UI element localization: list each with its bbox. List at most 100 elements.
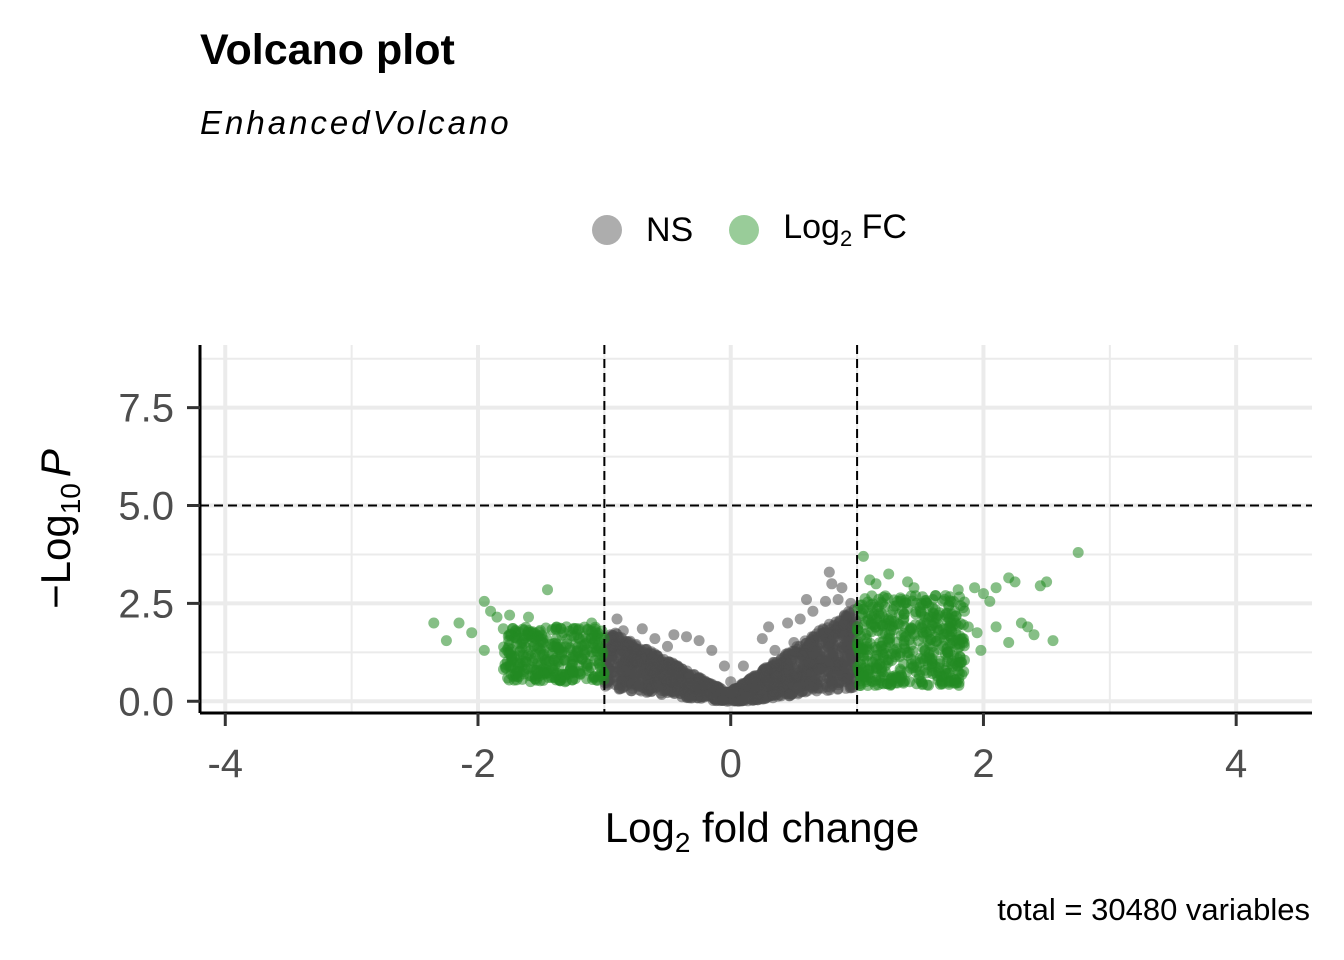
data-point <box>624 637 636 648</box>
data-point <box>725 676 737 688</box>
data-point <box>836 582 848 594</box>
data-point <box>959 654 970 666</box>
data-point <box>945 658 957 669</box>
data-point <box>780 674 792 686</box>
data-point <box>839 609 850 621</box>
data-point <box>478 595 490 607</box>
x-axis-title: Log2 fold change <box>605 804 920 858</box>
data-point <box>875 674 887 686</box>
data-point <box>840 682 852 694</box>
data-point <box>895 594 907 605</box>
data-point <box>625 669 636 681</box>
data-point <box>569 650 581 662</box>
data-point <box>984 595 996 607</box>
data-point <box>668 629 680 641</box>
data-point <box>611 613 623 625</box>
data-point <box>784 690 796 702</box>
data-point <box>428 617 440 629</box>
data-point <box>1028 629 1040 641</box>
data-point <box>794 679 806 691</box>
data-point <box>636 623 648 635</box>
data-point <box>548 654 560 666</box>
legend-log2fc-swatch <box>729 214 760 245</box>
data-point <box>943 677 955 688</box>
data-point <box>926 619 938 631</box>
data-point <box>617 625 629 637</box>
y-tick-label: 2.5 <box>118 582 174 626</box>
data-point <box>832 594 844 605</box>
data-point <box>518 624 530 636</box>
data-point <box>929 590 941 602</box>
data-point <box>801 594 812 605</box>
data-point <box>683 670 695 681</box>
x-tick-label: 0 <box>720 742 742 786</box>
chart-subtitle: EnhancedVolcano <box>200 104 512 141</box>
data-point <box>829 666 841 678</box>
data-point <box>593 658 605 670</box>
data-point <box>978 588 989 600</box>
legend-item-ns: NS <box>592 211 693 250</box>
data-point <box>940 590 951 602</box>
data-point <box>537 633 549 645</box>
data-point <box>805 681 817 693</box>
data-point <box>667 669 679 681</box>
data-point <box>737 660 749 672</box>
data-point <box>769 644 781 656</box>
data-point <box>952 584 964 596</box>
data-point <box>636 667 648 679</box>
data-point <box>917 642 929 654</box>
data-point <box>542 584 553 596</box>
data-point <box>505 656 517 668</box>
data-point <box>788 637 800 648</box>
axes: -4 -2 0 2 4 0.0 2.5 5.0 7.5 <box>118 345 1312 786</box>
data-point <box>758 669 770 681</box>
data-point <box>596 625 608 637</box>
data-point <box>614 649 626 661</box>
grid-layer <box>200 345 1312 713</box>
data-point <box>609 665 621 677</box>
data-point <box>1009 576 1021 588</box>
data-point <box>934 678 946 690</box>
data-point <box>902 649 913 661</box>
data-point <box>857 550 869 562</box>
data-point <box>798 660 809 672</box>
data-point <box>662 640 673 652</box>
data-point <box>838 639 850 651</box>
chart-title: Volcano plot <box>200 26 455 74</box>
x-tick-label: -4 <box>207 742 243 786</box>
data-point <box>1047 635 1059 647</box>
data-point <box>908 582 920 594</box>
data-point <box>870 662 882 674</box>
data-point <box>693 635 705 647</box>
data-point <box>843 654 855 666</box>
data-point <box>681 631 692 643</box>
data-point <box>718 660 730 672</box>
data-point <box>586 617 598 629</box>
data-point <box>1041 576 1053 588</box>
data-point <box>561 621 572 633</box>
x-tick-label: 4 <box>1225 742 1247 786</box>
data-point <box>782 617 794 629</box>
data-point <box>890 651 901 663</box>
data-point <box>523 611 534 623</box>
data-point <box>639 644 651 656</box>
data-point <box>717 695 729 706</box>
data-point <box>678 687 690 698</box>
data-point <box>504 609 516 621</box>
data-point <box>688 680 699 692</box>
legend-ns-label: NS <box>646 210 694 249</box>
x-tick-label: 2 <box>972 742 994 786</box>
data-point <box>613 682 625 694</box>
data-point <box>929 631 941 643</box>
data-point <box>952 665 964 677</box>
data-point <box>876 597 888 609</box>
data-point <box>962 621 974 633</box>
data-point <box>858 670 870 682</box>
data-point <box>503 635 515 647</box>
data-point <box>959 605 970 617</box>
legend-ns-swatch <box>592 215 622 245</box>
caption: total = 30480 variables <box>997 892 1310 927</box>
data-point <box>1022 621 1034 633</box>
data-point <box>914 605 926 617</box>
